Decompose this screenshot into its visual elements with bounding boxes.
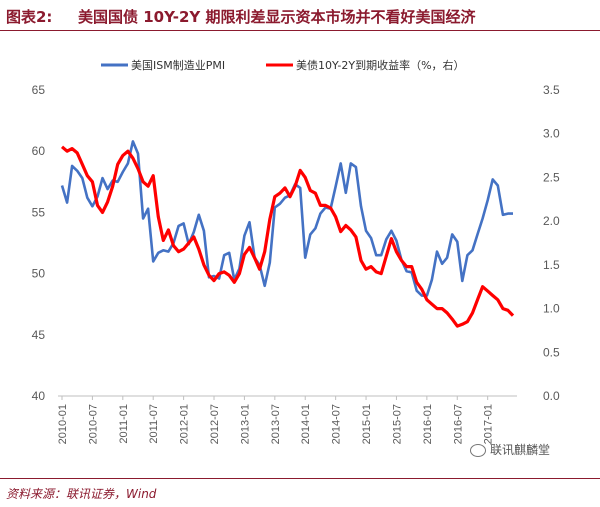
series-layer bbox=[60, 140, 515, 328]
footer-divider bbox=[0, 478, 600, 479]
figure-label: 图表2: bbox=[6, 8, 53, 26]
x-tick-label: 2012-01 bbox=[179, 404, 191, 444]
y-left-tick-label: 55 bbox=[32, 205, 46, 219]
watermark-text: 联讯麒麟堂 bbox=[490, 443, 551, 457]
chart-container: 美国ISM制造业PMI 美债10Y-2Y到期收益率（%，右） 40 45 50 55 6… bbox=[0, 34, 600, 474]
x-tick-label: 2014-01 bbox=[300, 404, 312, 444]
figure-header: 图表2: 美国国债 10Y-2Y 期限利差显示资本市场并不看好美国经济 bbox=[0, 0, 600, 30]
legend-label-pmi: 美国ISM制造业PMI bbox=[131, 58, 225, 72]
series-line-pmi bbox=[60, 140, 513, 297]
x-tick-label: 2010-07 bbox=[87, 404, 99, 444]
y-right-tick-label: 3.5 bbox=[543, 83, 560, 97]
figure-title: 美国国债 10Y-2Y 期限利差显示资本市场并不看好美国经济 bbox=[78, 8, 476, 26]
x-tick-label: 2011-07 bbox=[148, 404, 160, 444]
y-right-tick-label: 1.0 bbox=[543, 302, 560, 316]
chart-legend: 美国ISM制造业PMI 美债10Y-2Y到期收益率（%，右） bbox=[101, 58, 465, 72]
y-left-tick-label: 65 bbox=[32, 83, 46, 97]
x-tick-label: 2013-01 bbox=[239, 404, 251, 444]
y-axis-right: 0.0 0.5 1.0 1.5 2.0 2.5 3.0 3.5 bbox=[543, 83, 560, 403]
x-tick-label: 2012-07 bbox=[209, 404, 221, 444]
y-right-tick-label: 0.0 bbox=[543, 389, 560, 403]
series-line-spread bbox=[60, 145, 515, 328]
y-axis-left: 40 45 50 55 60 65 bbox=[32, 83, 46, 403]
x-tick-label: 2010-01 bbox=[57, 404, 69, 444]
x-tick-label: 2015-07 bbox=[391, 404, 403, 444]
y-right-tick-label: 3.0 bbox=[543, 127, 560, 141]
wechat-icon bbox=[470, 444, 486, 457]
x-tick-label: 2016-07 bbox=[452, 404, 464, 444]
source-note: 资料来源：联讯证券，Wind bbox=[6, 487, 157, 501]
y-left-tick-label: 40 bbox=[32, 389, 46, 403]
x-tick-label: 2014-07 bbox=[331, 404, 343, 444]
y-left-tick-label: 50 bbox=[32, 267, 46, 281]
x-tick-label: 2016-01 bbox=[422, 404, 434, 444]
line-chart: 美国ISM制造业PMI 美债10Y-2Y到期收益率（%，右） 40 45 50 55 6… bbox=[32, 58, 560, 444]
y-right-tick-label: 1.5 bbox=[543, 258, 560, 272]
x-tick-label: 2015-01 bbox=[361, 404, 373, 444]
legend-label-spread: 美债10Y-2Y到期收益率（%，右） bbox=[296, 58, 465, 72]
x-tick-label: 2013-07 bbox=[270, 404, 282, 444]
y-right-tick-label: 2.5 bbox=[543, 170, 560, 184]
x-axis: 2010-01 2010-07 2011-01 2011-07 2012-01 2012-… bbox=[57, 396, 495, 444]
y-right-tick-label: 2.0 bbox=[543, 214, 560, 228]
x-tick-label: 2017-01 bbox=[483, 404, 495, 444]
y-left-tick-label: 60 bbox=[32, 144, 46, 158]
y-right-tick-label: 0.5 bbox=[543, 345, 560, 359]
x-tick-label: 2011-01 bbox=[118, 404, 130, 444]
watermark: 联讯麒麟堂 bbox=[470, 441, 550, 458]
y-left-tick-label: 45 bbox=[32, 328, 46, 342]
title-divider bbox=[0, 30, 600, 31]
